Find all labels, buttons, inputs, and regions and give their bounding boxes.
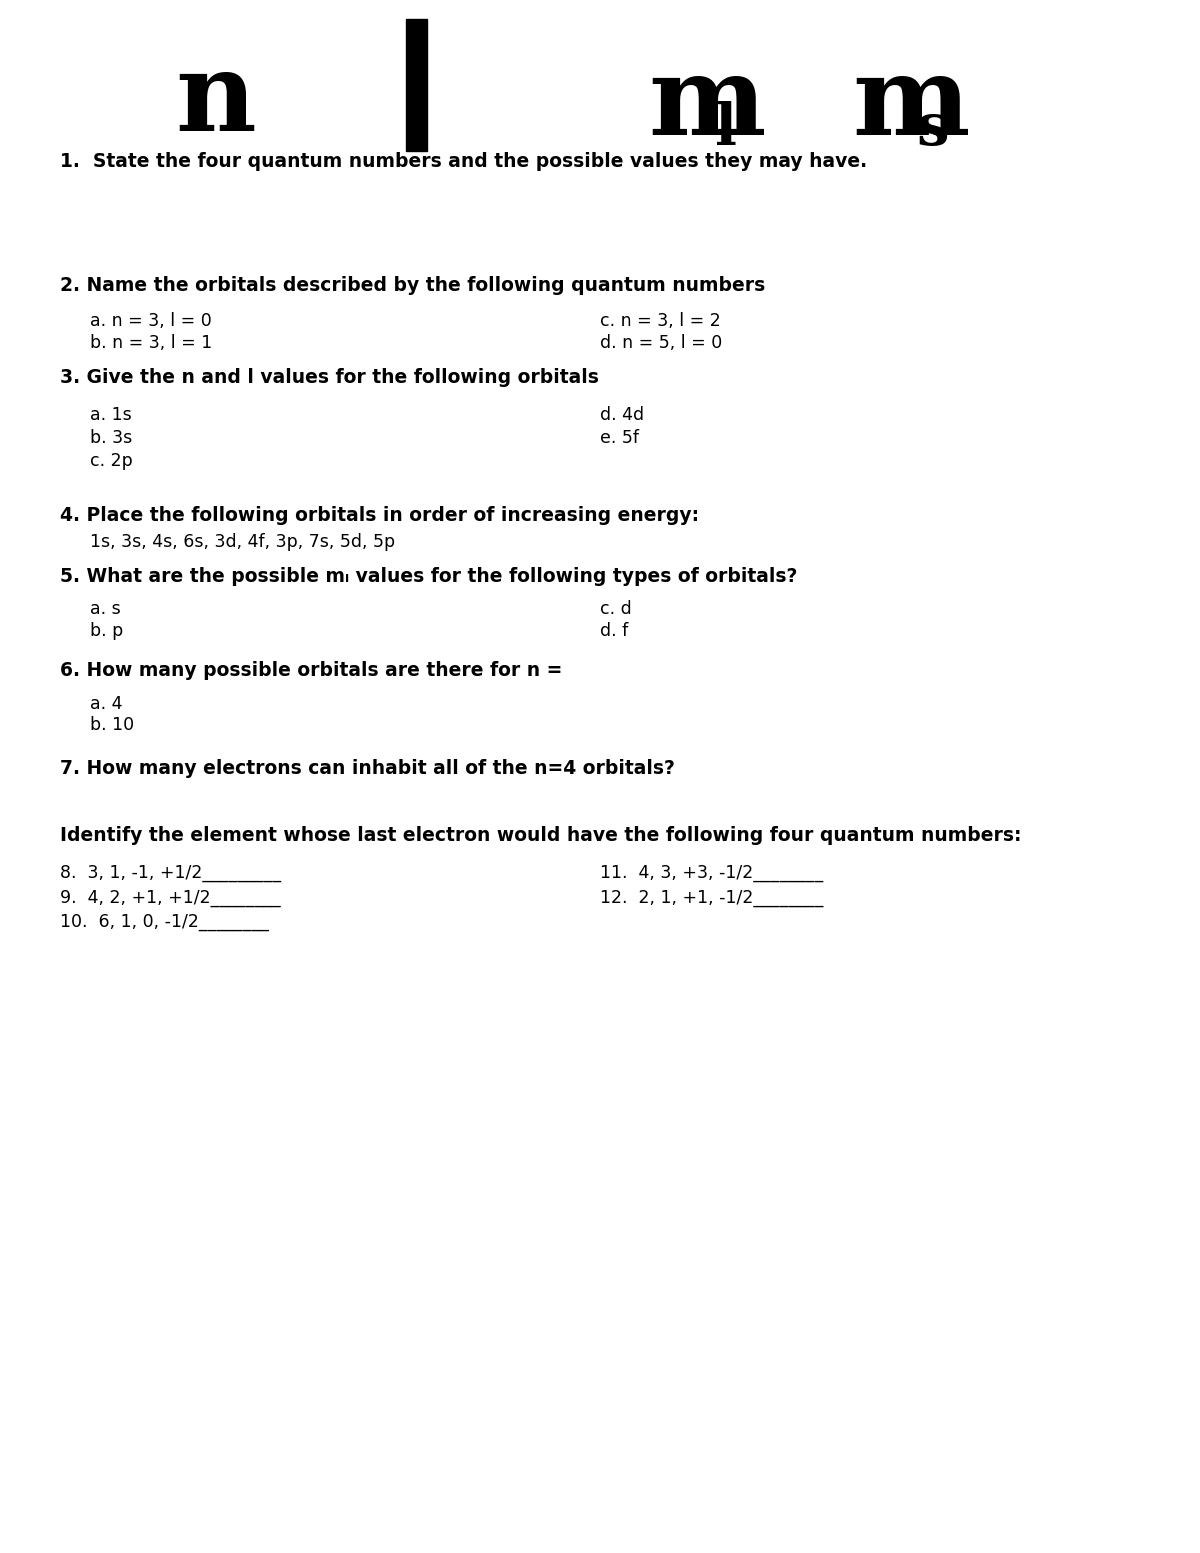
Bar — [406, 20, 427, 152]
Text: a. 1s: a. 1s — [90, 405, 132, 424]
Text: b. 10: b. 10 — [90, 716, 134, 735]
Text: 3. Give the n and l values for the following orbitals: 3. Give the n and l values for the follo… — [60, 368, 599, 387]
Text: 10.  6, 1, 0, -1/2________: 10. 6, 1, 0, -1/2________ — [60, 913, 269, 932]
Text: 5. What are the possible mₗ values for the following types of orbitals?: 5. What are the possible mₗ values for t… — [60, 567, 797, 585]
Text: s: s — [916, 101, 949, 157]
Text: 11.  4, 3, +3, -1/2________: 11. 4, 3, +3, -1/2________ — [600, 863, 823, 882]
Text: 6. How many possible orbitals are there for n =: 6. How many possible orbitals are there … — [60, 662, 563, 680]
Text: m: m — [648, 51, 766, 157]
Text: b. 3s: b. 3s — [90, 429, 132, 447]
Text: b. p: b. p — [90, 621, 124, 640]
Text: a. 4: a. 4 — [90, 694, 122, 713]
Text: d. f: d. f — [600, 621, 629, 640]
Text: 4. Place the following orbitals in order of increasing energy:: 4. Place the following orbitals in order… — [60, 506, 700, 525]
Text: b. n = 3, l = 1: b. n = 3, l = 1 — [90, 334, 212, 353]
Text: 8.  3, 1, -1, +1/2_________: 8. 3, 1, -1, +1/2_________ — [60, 863, 281, 882]
Text: 12.  2, 1, +1, -1/2________: 12. 2, 1, +1, -1/2________ — [600, 888, 823, 907]
Text: 7. How many electrons can inhabit all of the n=4 orbitals?: 7. How many electrons can inhabit all of… — [60, 759, 674, 778]
Text: d. n = 5, l = 0: d. n = 5, l = 0 — [600, 334, 722, 353]
Text: l: l — [715, 101, 737, 157]
Text: c. 2p: c. 2p — [90, 452, 133, 471]
Text: m: m — [852, 51, 970, 157]
Text: e. 5f: e. 5f — [600, 429, 640, 447]
Text: c. d: c. d — [600, 599, 631, 618]
Text: 9.  4, 2, +1, +1/2________: 9. 4, 2, +1, +1/2________ — [60, 888, 281, 907]
Text: 1.  State the four quantum numbers and the possible values they may have.: 1. State the four quantum numbers and th… — [60, 152, 868, 171]
Text: d. 4d: d. 4d — [600, 405, 644, 424]
Text: 2. Name the orbitals described by the following quantum numbers: 2. Name the orbitals described by the fo… — [60, 276, 766, 295]
Text: n: n — [175, 48, 257, 154]
Text: Identify the element whose last electron would have the following four quantum n: Identify the element whose last electron… — [60, 826, 1021, 845]
Text: a. n = 3, l = 0: a. n = 3, l = 0 — [90, 312, 211, 331]
Text: a. s: a. s — [90, 599, 121, 618]
Text: 1s, 3s, 4s, 6s, 3d, 4f, 3p, 7s, 5d, 5p: 1s, 3s, 4s, 6s, 3d, 4f, 3p, 7s, 5d, 5p — [90, 533, 395, 551]
Text: c. n = 3, l = 2: c. n = 3, l = 2 — [600, 312, 721, 331]
